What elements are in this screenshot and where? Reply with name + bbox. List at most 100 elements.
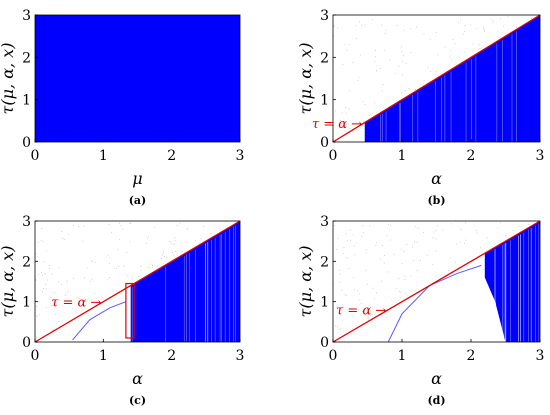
noise-point (483, 26, 485, 28)
x-tick-label: 2 (167, 348, 176, 364)
noise-point (200, 238, 202, 240)
noise-point (492, 19, 494, 21)
noise-point (359, 299, 361, 301)
noise-point (67, 291, 69, 292)
x-tick-label: 3 (236, 348, 245, 364)
noise-point (412, 259, 414, 261)
noise-point (349, 229, 351, 231)
noise-point (44, 273, 46, 275)
noise-point (334, 225, 335, 226)
noise-point (383, 84, 385, 85)
noise-point (410, 28, 412, 30)
noise-point (335, 110, 336, 112)
x-axis-label: μ (132, 169, 142, 188)
noise-point (415, 89, 416, 90)
noise-point (358, 76, 360, 78)
noise-point (435, 230, 437, 232)
noise-point (404, 275, 406, 277)
noise-point (347, 257, 349, 259)
noise-point (343, 247, 345, 248)
axes-frame (34, 14, 241, 143)
noise-point (51, 273, 53, 275)
noise-point (410, 275, 412, 277)
noise-point (478, 43, 480, 45)
x-axis-label: α (431, 169, 442, 188)
noise-point (390, 239, 391, 241)
noise-point (336, 248, 337, 250)
noise-point (42, 291, 43, 293)
noise-point (172, 244, 174, 245)
noise-point (51, 329, 53, 331)
noise-point (339, 269, 340, 271)
noise-point (401, 74, 403, 76)
noise-point (507, 16, 509, 18)
noise-point (384, 255, 385, 257)
noise-point (388, 223, 390, 225)
noise-point (482, 27, 484, 29)
noise-point (483, 30, 485, 32)
noise-point (138, 276, 140, 278)
noise-point (169, 241, 171, 242)
noise-point (337, 27, 339, 29)
noise-point (37, 274, 39, 276)
noise-point (465, 239, 466, 241)
noise-point (338, 237, 339, 239)
noise-point (107, 254, 109, 256)
noise-point (83, 225, 85, 227)
noise-point (91, 260, 93, 262)
noise-point (528, 223, 530, 225)
noise-point (352, 62, 354, 63)
noise-point (210, 233, 212, 235)
noise-point (130, 222, 131, 224)
noise-point (43, 288, 44, 289)
noise-point (455, 261, 457, 263)
noise-point (333, 35, 335, 37)
noise-point (140, 270, 142, 272)
noise-point (173, 254, 175, 256)
noise-point (451, 61, 453, 63)
tau-alpha-annotation: τ = α → (312, 117, 362, 132)
axes-frame (332, 220, 541, 343)
y-tick-label: 1 (22, 93, 31, 109)
noise-point (389, 59, 391, 61)
x-tick-label: 3 (536, 348, 545, 364)
noise-point (176, 224, 178, 226)
noise-point (336, 326, 338, 328)
noise-point (120, 225, 122, 227)
y-tick-label: 0 (22, 335, 31, 351)
noise-point (170, 242, 172, 244)
noise-point (119, 222, 120, 224)
noise-point (35, 279, 37, 281)
noise-point (450, 50, 452, 52)
noise-point (348, 268, 350, 269)
noise-point (339, 328, 341, 330)
noise-point (36, 315, 38, 317)
noise-point (123, 266, 125, 268)
noise-point (109, 257, 111, 259)
noise-point (129, 241, 131, 243)
noise-point (386, 235, 388, 237)
noise-point (82, 240, 84, 242)
noise-point (154, 226, 156, 228)
y-axis-label: τ(μ, α, x) (296, 246, 315, 318)
noise-point (333, 25, 334, 26)
noise-point (41, 228, 43, 230)
noise-point (374, 102, 375, 104)
noise-point (162, 252, 164, 254)
noise-point (340, 124, 342, 126)
noise-point (368, 317, 369, 319)
noise-point (333, 282, 334, 284)
noise-point (56, 304, 57, 306)
x-tick-label: 1 (398, 348, 407, 364)
diagonal-line (332, 220, 541, 343)
noise-point (354, 254, 356, 256)
chaotic-region (35, 15, 240, 142)
noise-point (436, 31, 437, 33)
noise-point (492, 21, 494, 23)
noise-point (414, 241, 416, 243)
noise-point (427, 281, 429, 283)
noise-point (436, 250, 437, 252)
noise-point (405, 90, 406, 92)
noise-point (36, 306, 37, 307)
noise-point (61, 284, 63, 285)
